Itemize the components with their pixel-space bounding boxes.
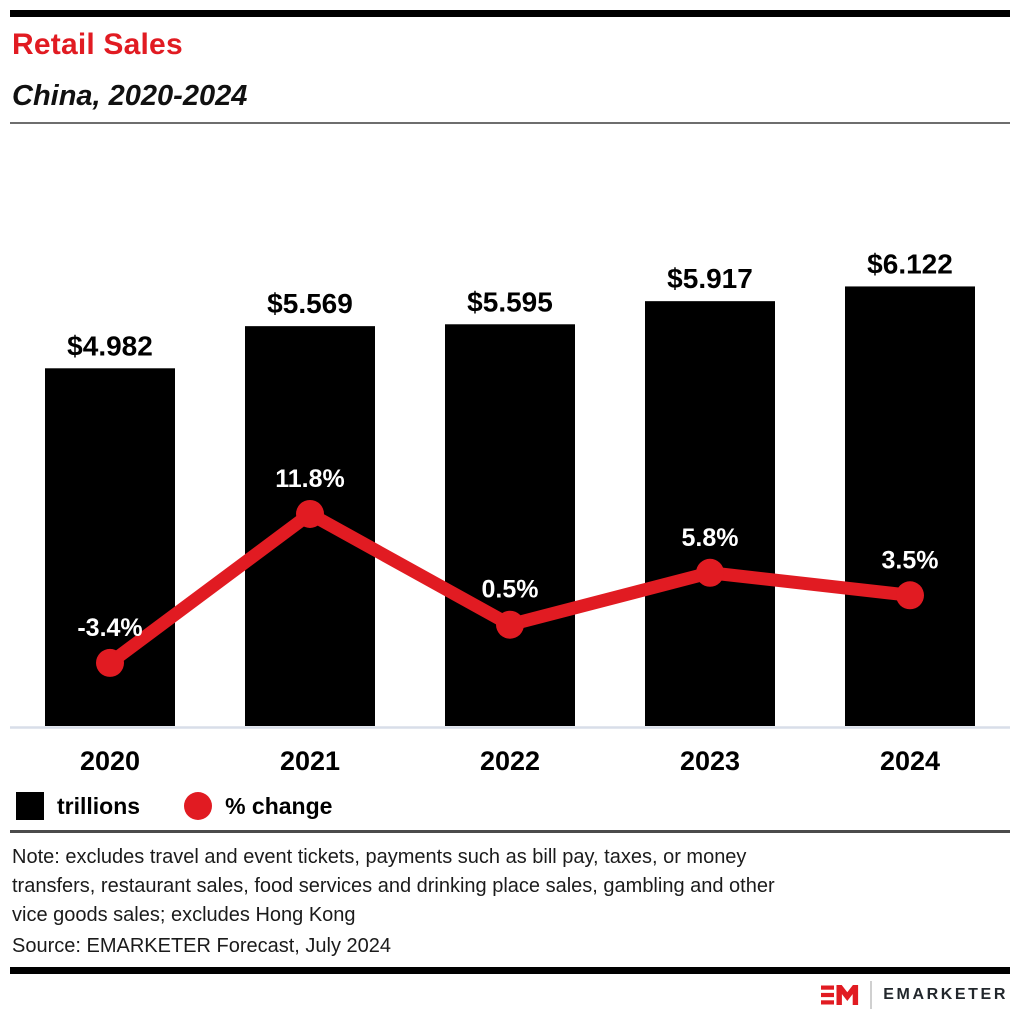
bar-series-swatch-icon [16, 792, 44, 820]
line-point-2020 [96, 648, 124, 677]
combo-chart: $4.982 $5.569 $5.595 $5.917 $6.122 -3.4% 11.8%… [10, 248, 1010, 776]
x-tick-2023: 2023 [680, 746, 740, 776]
legend-item-trillions: trillions [16, 792, 140, 820]
chart-source: Source: EMARKETER Forecast, July 2024 [12, 935, 392, 957]
line-series-swatch-icon [184, 792, 213, 820]
x-tick-2020: 2020 [80, 746, 140, 776]
chart-subtitle: China, 2020-2024 [12, 80, 248, 112]
note-line: Note: excludes travel and event tickets,… [12, 846, 747, 868]
bar-value-2024: $6.122 [867, 248, 953, 279]
note-divider [10, 830, 1010, 833]
note-line: transfers, restaurant sales, food servic… [12, 875, 775, 897]
pct-label-2020: -3.4% [77, 614, 142, 642]
logo-divider [870, 981, 873, 1009]
bar-2024 [845, 286, 975, 726]
line-point-2022 [496, 610, 524, 639]
bar-value-2023: $5.917 [667, 263, 753, 294]
pct-label-2023: 5.8% [682, 524, 739, 552]
header-divider [10, 122, 1010, 124]
legend-item-pct-change: % change [184, 792, 332, 820]
line-point-2024 [896, 581, 924, 610]
bar-value-2021: $5.569 [267, 288, 353, 319]
emarketer-logo-icon [821, 985, 859, 1005]
x-tick-2022: 2022 [480, 746, 540, 776]
chart-note: Note: excludes travel and event tickets,… [12, 843, 775, 930]
legend-label-pct-change: % change [225, 792, 333, 819]
chart-title: Retail Sales [12, 28, 183, 61]
x-tick-2024: 2024 [880, 746, 940, 776]
footer-accent-bar [10, 967, 1010, 974]
bar-2022 [445, 324, 575, 726]
line-point-2023 [696, 558, 724, 587]
pct-label-2022: 0.5% [482, 576, 539, 604]
bar-2023 [645, 301, 775, 726]
top-accent-bar [10, 10, 1010, 17]
bar-value-2020: $4.982 [67, 330, 153, 361]
brand-lockup: EMARKETER [821, 980, 1008, 1010]
pct-label-2021: 11.8% [275, 465, 345, 493]
note-line: vice goods sales; excludes Hong Kong [12, 904, 356, 926]
x-tick-2021: 2021 [280, 746, 340, 776]
legend-label-trillions: trillions [57, 792, 141, 819]
bar-value-2022: $5.595 [467, 286, 553, 317]
pct-label-2024: 3.5% [882, 546, 939, 574]
line-point-2021 [296, 499, 324, 528]
emarketer-wordmark: EMARKETER [883, 986, 1008, 1003]
legend: trillions % change [16, 792, 332, 820]
